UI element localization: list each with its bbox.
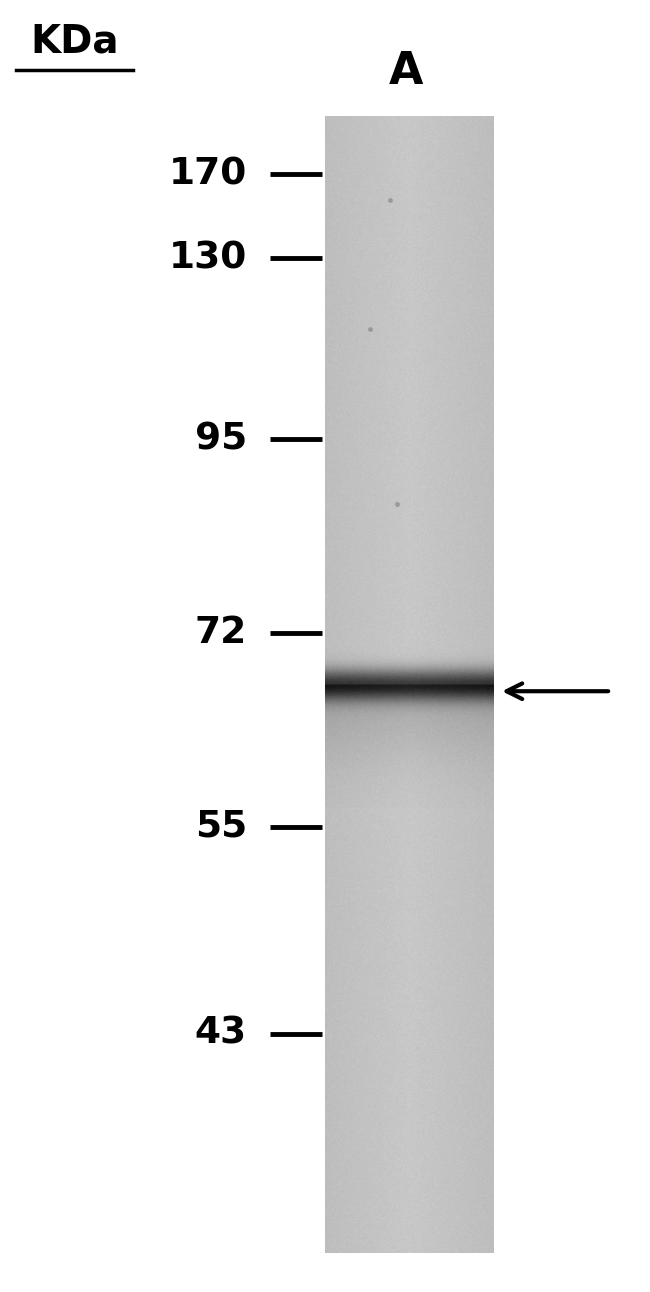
Text: 72: 72 [195, 615, 247, 651]
Text: 170: 170 [169, 156, 247, 193]
Text: 95: 95 [195, 421, 247, 457]
Text: A: A [389, 49, 424, 93]
Text: 55: 55 [195, 809, 247, 845]
Text: 43: 43 [195, 1016, 247, 1052]
Text: 130: 130 [169, 240, 247, 276]
Text: KDa: KDa [31, 22, 119, 61]
